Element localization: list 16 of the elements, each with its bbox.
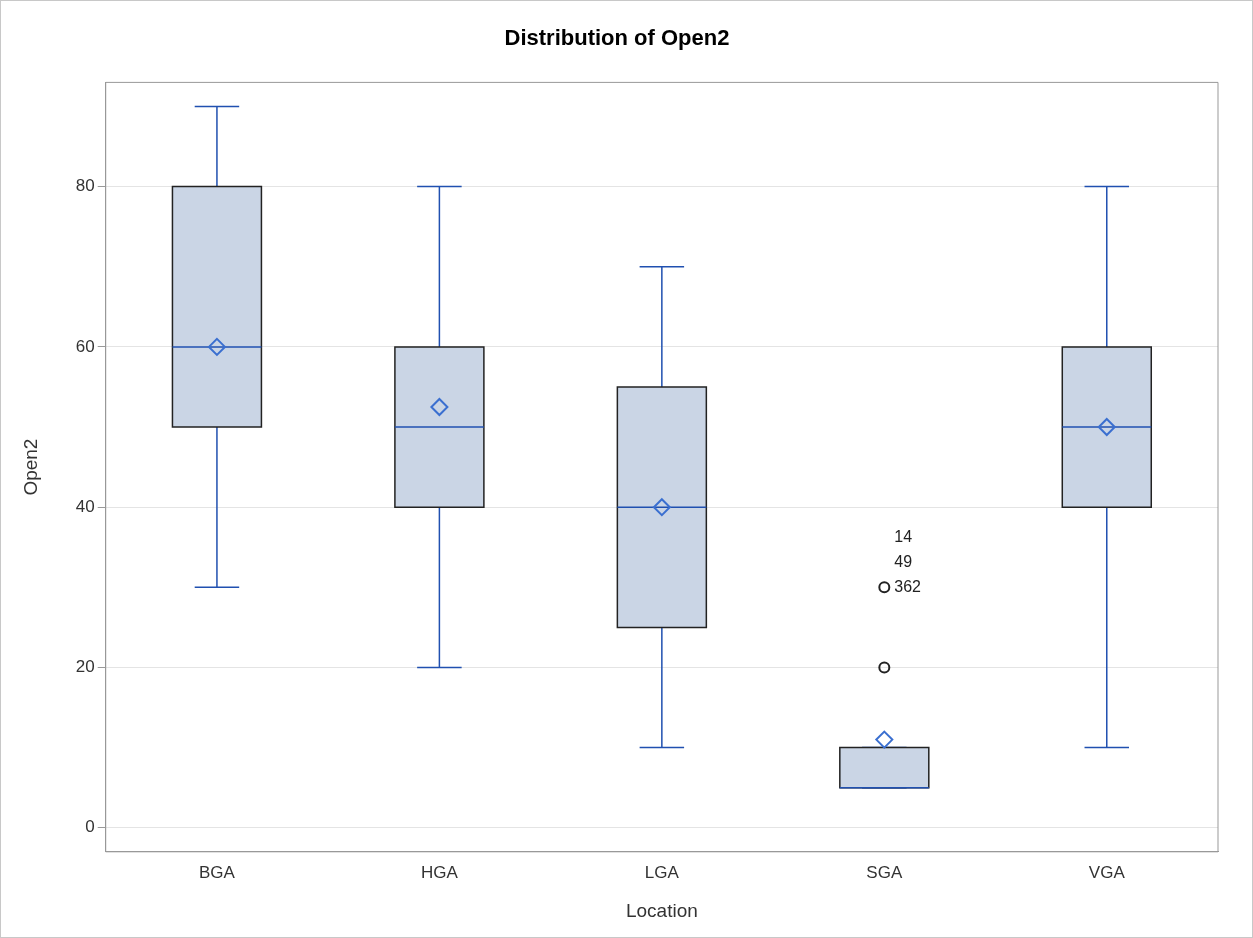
x-tick-label: LGA (644, 862, 680, 882)
annotation: 362 (894, 577, 922, 595)
y-tick-label: 20 (75, 657, 95, 677)
y-tick-label: 80 (75, 176, 95, 196)
annotation: 49 (894, 552, 913, 570)
annotation: 14 (894, 527, 913, 545)
y-axis-title: Open2 (19, 438, 41, 496)
x-tick-label: VGA (1088, 862, 1126, 882)
x-axis-title: Location (625, 899, 698, 921)
y-tick-label: 0 (85, 817, 95, 837)
y-tick-label: 60 (75, 336, 95, 356)
y-tick-label: 40 (75, 496, 95, 516)
x-tick-label: SGA (866, 862, 903, 882)
x-tick-label: HGA (420, 862, 459, 882)
x-tick-label: BGA (198, 862, 236, 882)
chart-title: Distribution of Open2 (504, 25, 730, 51)
